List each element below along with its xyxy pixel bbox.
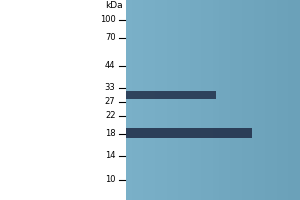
Text: 70: 70 <box>105 33 116 43</box>
Bar <box>236 0 242 200</box>
Text: 100: 100 <box>100 16 116 24</box>
Bar <box>219 0 225 200</box>
Text: 14: 14 <box>105 152 116 160</box>
Text: 44: 44 <box>105 62 116 71</box>
Bar <box>126 91 216 99</box>
Bar <box>132 0 138 200</box>
Bar <box>242 0 248 200</box>
Bar <box>260 0 266 200</box>
Bar <box>161 0 167 200</box>
Bar <box>213 0 219 200</box>
Bar <box>230 0 236 200</box>
Bar <box>143 0 149 200</box>
Bar <box>184 0 190 200</box>
Text: 18: 18 <box>105 130 116 139</box>
Text: kDa: kDa <box>105 1 123 10</box>
Bar <box>172 0 178 200</box>
Text: 10: 10 <box>105 176 116 184</box>
Bar <box>248 0 254 200</box>
Bar <box>277 0 283 200</box>
Bar <box>196 0 202 200</box>
Bar <box>190 0 196 200</box>
Bar <box>271 0 277 200</box>
Bar <box>207 0 213 200</box>
Bar <box>201 0 208 200</box>
Bar <box>294 0 300 200</box>
Bar <box>149 0 155 200</box>
Bar <box>155 0 161 200</box>
Bar <box>178 0 184 200</box>
Text: 27: 27 <box>105 98 116 106</box>
Bar <box>126 0 132 200</box>
Text: 22: 22 <box>105 111 116 120</box>
Bar <box>283 0 289 200</box>
Bar <box>254 0 260 200</box>
Bar <box>126 128 252 138</box>
Text: 33: 33 <box>105 83 116 92</box>
Bar <box>265 0 271 200</box>
Bar <box>167 0 173 200</box>
Bar <box>225 0 231 200</box>
Bar <box>138 0 144 200</box>
Bar <box>288 0 295 200</box>
